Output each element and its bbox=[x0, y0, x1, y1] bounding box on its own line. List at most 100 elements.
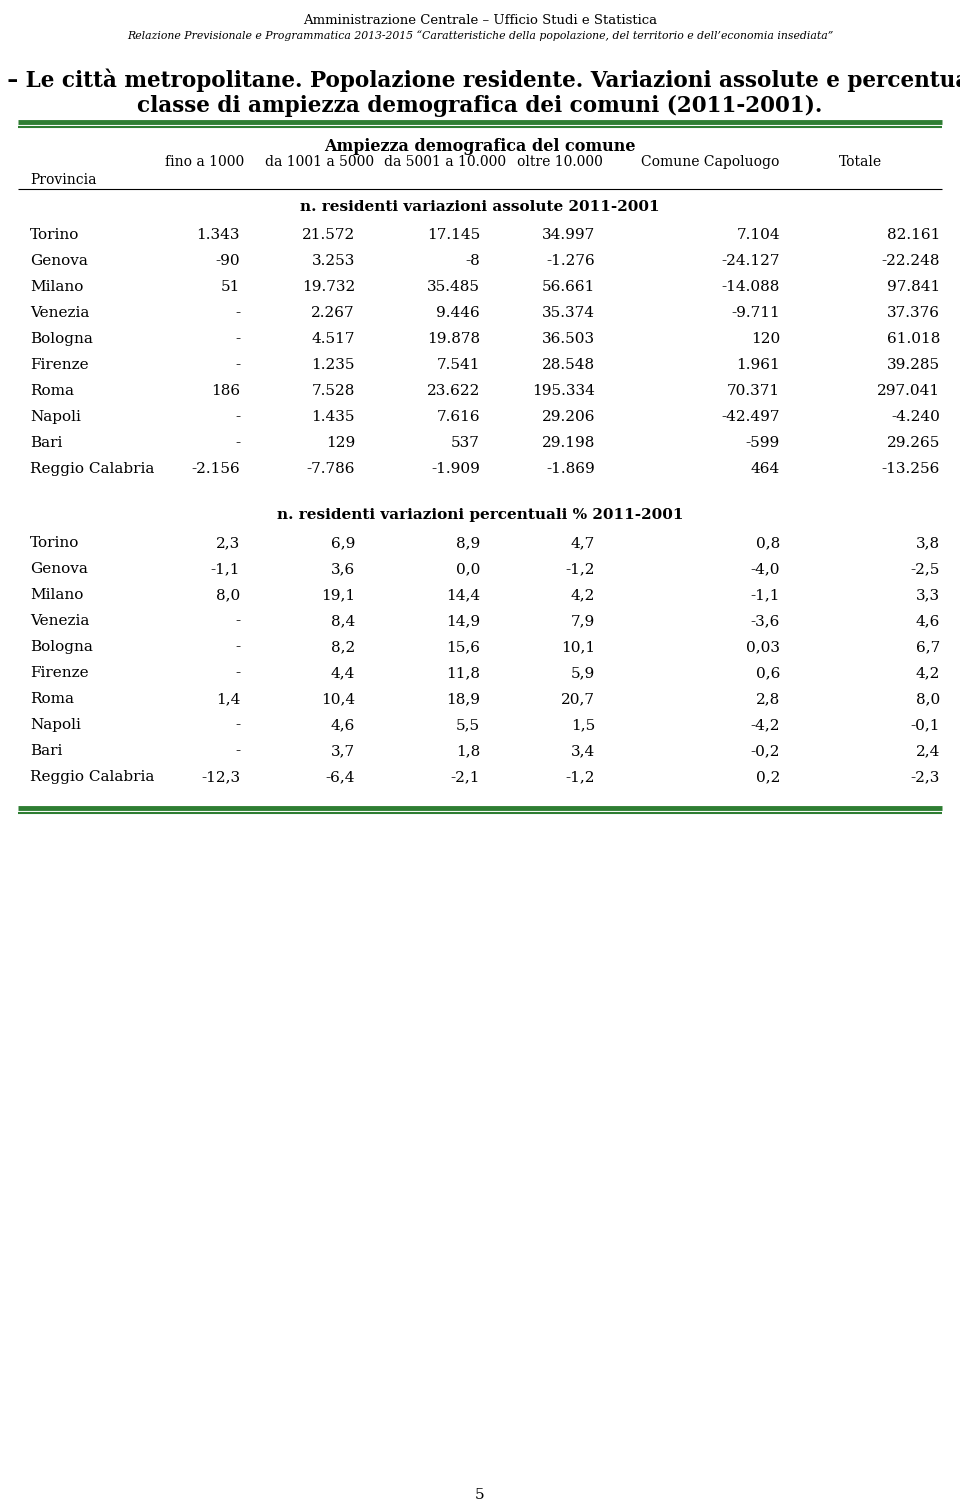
Text: -: - bbox=[235, 410, 240, 424]
Text: 5,9: 5,9 bbox=[571, 666, 595, 679]
Text: -1,2: -1,2 bbox=[565, 562, 595, 576]
Text: -: - bbox=[235, 332, 240, 346]
Text: fino a 1000: fino a 1000 bbox=[165, 155, 245, 168]
Text: 3,3: 3,3 bbox=[916, 588, 940, 603]
Text: -1,1: -1,1 bbox=[210, 562, 240, 576]
Text: 1.961: 1.961 bbox=[736, 358, 780, 373]
Text: -2.156: -2.156 bbox=[191, 461, 240, 476]
Text: Relazione Previsionale e Programmatica 2013-2015 “Caratteristiche della popolazi: Relazione Previsionale e Programmatica 2… bbox=[127, 30, 833, 41]
Text: 11,8: 11,8 bbox=[446, 666, 480, 679]
Text: 129: 129 bbox=[325, 436, 355, 449]
Text: -24.127: -24.127 bbox=[722, 254, 780, 268]
Text: Venezia: Venezia bbox=[30, 615, 89, 628]
Text: 29.265: 29.265 bbox=[887, 436, 940, 449]
Text: -1,1: -1,1 bbox=[751, 588, 780, 603]
Text: Roma: Roma bbox=[30, 691, 74, 706]
Text: -: - bbox=[235, 744, 240, 758]
Text: -1.869: -1.869 bbox=[546, 461, 595, 476]
Text: 37.376: 37.376 bbox=[887, 307, 940, 320]
Text: Milano: Milano bbox=[30, 588, 84, 603]
Text: Ampiezza demografica del comune: Ampiezza demografica del comune bbox=[324, 138, 636, 155]
Text: 61.018: 61.018 bbox=[887, 332, 940, 346]
Text: Bologna: Bologna bbox=[30, 332, 93, 346]
Text: Napoli: Napoli bbox=[30, 718, 81, 732]
Text: -2,3: -2,3 bbox=[911, 770, 940, 785]
Text: 19,1: 19,1 bbox=[321, 588, 355, 603]
Text: 23.622: 23.622 bbox=[426, 383, 480, 398]
Text: 8,0: 8,0 bbox=[216, 588, 240, 603]
Text: 7.104: 7.104 bbox=[736, 228, 780, 242]
Text: 17.145: 17.145 bbox=[427, 228, 480, 242]
Text: 1.343: 1.343 bbox=[197, 228, 240, 242]
Text: Venezia: Venezia bbox=[30, 307, 89, 320]
Text: 19.878: 19.878 bbox=[427, 332, 480, 346]
Text: Reggio Calabria: Reggio Calabria bbox=[30, 461, 155, 476]
Text: Torino: Torino bbox=[30, 537, 80, 550]
Text: 0,6: 0,6 bbox=[756, 666, 780, 679]
Text: -4,0: -4,0 bbox=[751, 562, 780, 576]
Text: Firenze: Firenze bbox=[30, 358, 88, 373]
Text: 8,4: 8,4 bbox=[331, 615, 355, 628]
Text: 2,3: 2,3 bbox=[216, 537, 240, 550]
Text: 21.572: 21.572 bbox=[301, 228, 355, 242]
Text: classe di ampiezza demografica dei comuni (2011-2001).: classe di ampiezza demografica dei comun… bbox=[137, 95, 823, 117]
Text: 4,6: 4,6 bbox=[916, 615, 940, 628]
Text: 1,5: 1,5 bbox=[571, 718, 595, 732]
Text: Genova: Genova bbox=[30, 562, 88, 576]
Text: 35.374: 35.374 bbox=[542, 307, 595, 320]
Text: 35.485: 35.485 bbox=[427, 280, 480, 295]
Text: oltre 10.000: oltre 10.000 bbox=[517, 155, 603, 168]
Text: -6,4: -6,4 bbox=[325, 770, 355, 785]
Text: 0,8: 0,8 bbox=[756, 537, 780, 550]
Text: 3.253: 3.253 bbox=[312, 254, 355, 268]
Text: 5,5: 5,5 bbox=[456, 718, 480, 732]
Text: 51: 51 bbox=[221, 280, 240, 295]
Text: -3,6: -3,6 bbox=[751, 615, 780, 628]
Text: Torino: Torino bbox=[30, 228, 80, 242]
Text: 8,9: 8,9 bbox=[456, 537, 480, 550]
Text: Roma: Roma bbox=[30, 383, 74, 398]
Text: 2.267: 2.267 bbox=[311, 307, 355, 320]
Text: 28.548: 28.548 bbox=[541, 358, 595, 373]
Text: Bologna: Bologna bbox=[30, 640, 93, 654]
Text: -599: -599 bbox=[746, 436, 780, 449]
Text: -42.497: -42.497 bbox=[722, 410, 780, 424]
Text: -13.256: -13.256 bbox=[881, 461, 940, 476]
Text: Bari: Bari bbox=[30, 744, 62, 758]
Text: 1.235: 1.235 bbox=[311, 358, 355, 373]
Text: Reggio Calabria: Reggio Calabria bbox=[30, 770, 155, 785]
Text: -1.276: -1.276 bbox=[546, 254, 595, 268]
Text: -: - bbox=[235, 666, 240, 679]
Text: 39.285: 39.285 bbox=[887, 358, 940, 373]
Text: -0,2: -0,2 bbox=[751, 744, 780, 758]
Text: -8: -8 bbox=[466, 254, 480, 268]
Text: -: - bbox=[235, 640, 240, 654]
Text: -: - bbox=[235, 436, 240, 449]
Text: 7.616: 7.616 bbox=[437, 410, 480, 424]
Text: 4,2: 4,2 bbox=[570, 588, 595, 603]
Text: 2,8: 2,8 bbox=[756, 691, 780, 706]
Text: 1.435: 1.435 bbox=[311, 410, 355, 424]
Text: 14,9: 14,9 bbox=[445, 615, 480, 628]
Text: 3,6: 3,6 bbox=[331, 562, 355, 576]
Text: -14.088: -14.088 bbox=[722, 280, 780, 295]
Text: 537: 537 bbox=[451, 436, 480, 449]
Text: 4.517: 4.517 bbox=[311, 332, 355, 346]
Text: Genova: Genova bbox=[30, 254, 88, 268]
Text: 5: 5 bbox=[475, 1488, 485, 1501]
Text: 10,4: 10,4 bbox=[321, 691, 355, 706]
Text: 18,9: 18,9 bbox=[446, 691, 480, 706]
Text: 1,4: 1,4 bbox=[216, 691, 240, 706]
Text: 6,7: 6,7 bbox=[916, 640, 940, 654]
Text: Tab. 2 – Le città metropolitane. Popolazione residente. Variazioni assolute e pe: Tab. 2 – Le città metropolitane. Popolaz… bbox=[0, 68, 960, 92]
Text: 0,03: 0,03 bbox=[746, 640, 780, 654]
Text: 7.541: 7.541 bbox=[437, 358, 480, 373]
Text: 0,0: 0,0 bbox=[456, 562, 480, 576]
Text: 34.997: 34.997 bbox=[541, 228, 595, 242]
Text: n. residenti variazioni percentuali % 2011-2001: n. residenti variazioni percentuali % 20… bbox=[276, 508, 684, 522]
Text: 19.732: 19.732 bbox=[301, 280, 355, 295]
Text: Comune Capoluogo: Comune Capoluogo bbox=[641, 155, 780, 168]
Text: 4,2: 4,2 bbox=[916, 666, 940, 679]
Text: 4,7: 4,7 bbox=[571, 537, 595, 550]
Text: -22.248: -22.248 bbox=[881, 254, 940, 268]
